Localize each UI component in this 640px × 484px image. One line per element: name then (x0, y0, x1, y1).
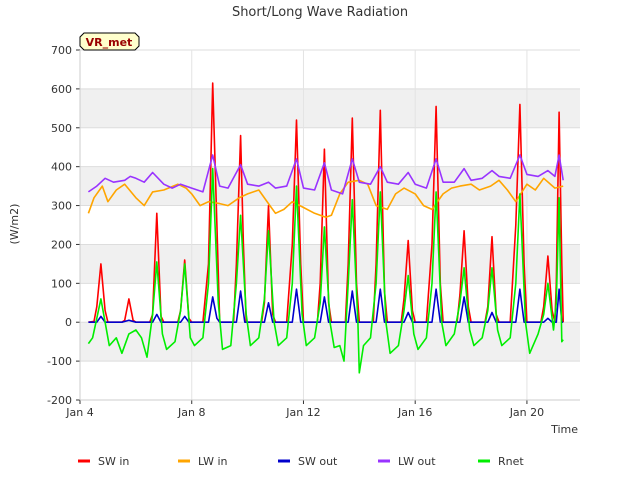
series-line-sw-out (88, 288, 564, 323)
badge-label: VR_met (86, 36, 133, 49)
x-tick-label: Jan 8 (177, 406, 205, 419)
plot-bands (80, 50, 580, 400)
y-tick-label: 600 (51, 83, 72, 96)
legend-item-lw-out: LW out (378, 455, 436, 468)
x-tick-label: Jan 16 (397, 406, 432, 419)
x-tick-label: Jan 4 (65, 406, 93, 419)
badge-box (79, 32, 140, 51)
axes: -200 -100 0 100 200 300 400 500 600 700 Jan 4 Jan 8… (47, 44, 580, 419)
legend: SW in LW in SW out LW out Rnet (78, 455, 524, 468)
grid-band (80, 88, 580, 128)
legend-item-sw-out: SW out (278, 455, 338, 468)
y-tick-label: 200 (51, 238, 72, 251)
legend-label: LW out (398, 455, 436, 468)
legend-item-lw-in: LW in (178, 455, 228, 468)
series-line-lw-out (87, 154, 564, 195)
series-line-lw-in (87, 177, 564, 218)
grid-band (80, 322, 580, 362)
y-tick-label: 700 (51, 44, 72, 57)
y-tick-label: -100 (47, 355, 72, 368)
legend-item-sw-in: SW in (78, 455, 129, 468)
series-layer (87, 82, 564, 374)
badge: VR_met (79, 32, 140, 51)
y-axis-label: (W/m2) (8, 204, 21, 245)
y-tick-label: 100 (51, 277, 72, 290)
grid-band (80, 244, 580, 284)
y-tick-label: 400 (51, 161, 72, 174)
legend-label: Rnet (498, 455, 524, 468)
y-tick-label: 0 (65, 316, 72, 329)
x-tick-label: Jan 12 (285, 406, 320, 419)
chart-title: Short/Long Wave Radiation (232, 5, 408, 20)
series-line-rnet (87, 167, 564, 374)
x-tick-label: Jan 20 (509, 406, 544, 419)
y-tick-label: 500 (51, 122, 72, 135)
y-tick-label: -200 (47, 394, 72, 407)
legend-label: SW out (298, 455, 338, 468)
legend-label: LW in (198, 455, 228, 468)
x-axis-label: Time (550, 423, 578, 436)
legend-label: SW in (98, 455, 129, 468)
y-tick-label: 300 (51, 200, 72, 213)
legend-item-rnet: Rnet (478, 455, 524, 468)
